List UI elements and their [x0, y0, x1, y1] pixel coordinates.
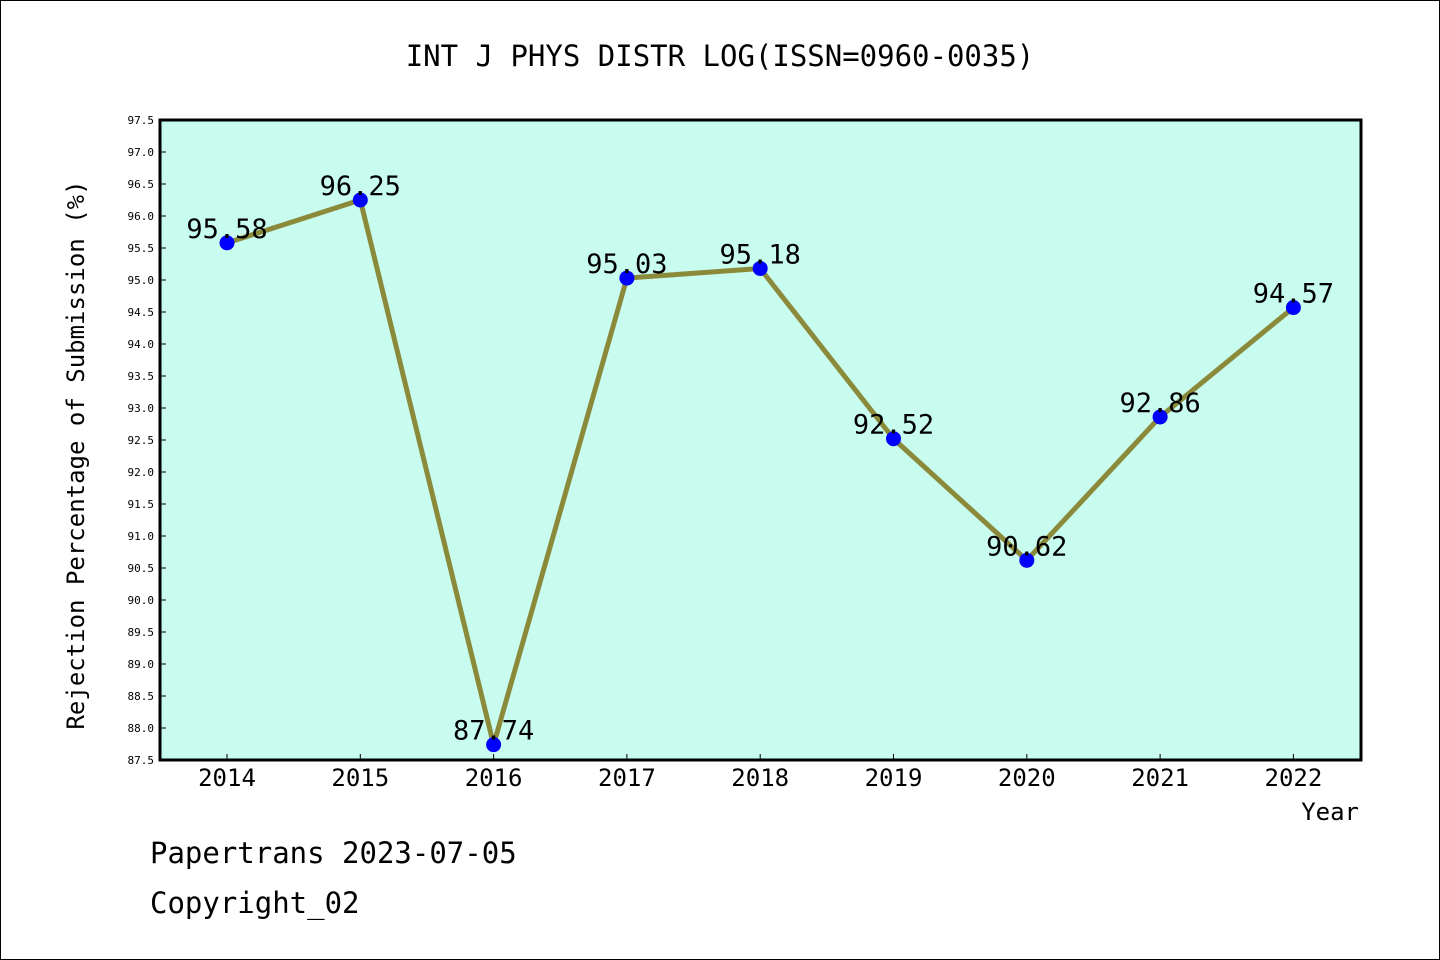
y-tick-label: 92.5	[128, 434, 155, 447]
chart-title: INT J PHYS DISTR LOG(ISSN=0960-0035)	[406, 39, 1035, 73]
data-point	[619, 270, 635, 286]
data-label: 95.18	[720, 239, 801, 270]
data-point	[1152, 409, 1168, 425]
y-tick-label: 91.0	[128, 530, 155, 543]
data-label: 87.74	[453, 716, 534, 747]
x-tick-label: 2020	[998, 764, 1056, 792]
y-tick-label: 96.0	[128, 210, 155, 223]
y-tick-label: 92.0	[128, 466, 155, 479]
y-tick-label: 90.5	[128, 562, 155, 575]
y-tick-label: 93.5	[128, 370, 155, 383]
y-tick-label: 94.5	[128, 306, 155, 319]
data-point	[352, 192, 368, 208]
x-tick-label: 2014	[198, 764, 256, 792]
y-tick-label: 97.5	[128, 114, 155, 127]
y-tick-label: 94.0	[128, 338, 155, 351]
data-point	[219, 235, 235, 251]
data-label: 96.25	[320, 171, 401, 202]
x-axis: 2014 2015 2016 2017 2018 2019 2020 2021 2022	[198, 754, 1322, 792]
footer-date: Papertrans 2023-07-05	[150, 836, 517, 870]
data-label: 95.03	[586, 249, 667, 280]
y-tick-label: 90.0	[128, 594, 155, 607]
y-tick-label: 89.5	[128, 626, 155, 639]
x-tick-label: 2016	[465, 764, 523, 792]
x-tick-label: 2017	[598, 764, 656, 792]
x-tick-label: 2021	[1131, 764, 1189, 792]
x-tick-label: 2022	[1265, 764, 1323, 792]
plot-area	[158, 118, 1363, 762]
data-point	[486, 737, 502, 753]
y-tick-label: 87.5	[128, 754, 155, 767]
x-axis-label: Year	[1301, 798, 1359, 826]
x-tick-label: 2015	[331, 764, 389, 792]
y-tick-label: 93.0	[128, 402, 155, 415]
data-label: 92.86	[1119, 388, 1200, 419]
data-label: 95.58	[186, 214, 267, 245]
data-label: 90.62	[986, 531, 1067, 562]
data-point	[1019, 552, 1035, 568]
footer-copyright: Copyright_02	[150, 886, 360, 920]
x-tick-label: 2019	[865, 764, 923, 792]
y-tick-label: 95.5	[128, 242, 155, 255]
y-tick-label: 88.5	[128, 690, 155, 703]
y-tick-label: 91.5	[128, 498, 155, 511]
y-axis-label: Rejection Percentage of Submission (%)	[62, 180, 90, 729]
x-tick-label: 2018	[731, 764, 789, 792]
y-tick-label: 96.5	[128, 178, 155, 191]
data-label: 94.57	[1253, 279, 1334, 310]
data-labels: 95.58 96.25 87.74 95.03 95.18 92.52 90.62 92.86…	[186, 171, 1334, 747]
y-tick-label: 88.0	[128, 722, 155, 735]
data-point	[1285, 300, 1301, 316]
data-point	[752, 260, 768, 276]
data-label: 92.52	[853, 410, 934, 441]
y-tick-label: 95.0	[128, 274, 155, 287]
y-tick-label: 97.0	[128, 146, 155, 159]
data-point	[886, 431, 901, 447]
y-axis: 87.5 88.0 88.5 89.0 89.5 90.0 90.5 91.0 91.5 92.0…	[128, 114, 166, 767]
y-tick-label: 89.0	[128, 658, 155, 671]
series-points	[219, 192, 1301, 753]
